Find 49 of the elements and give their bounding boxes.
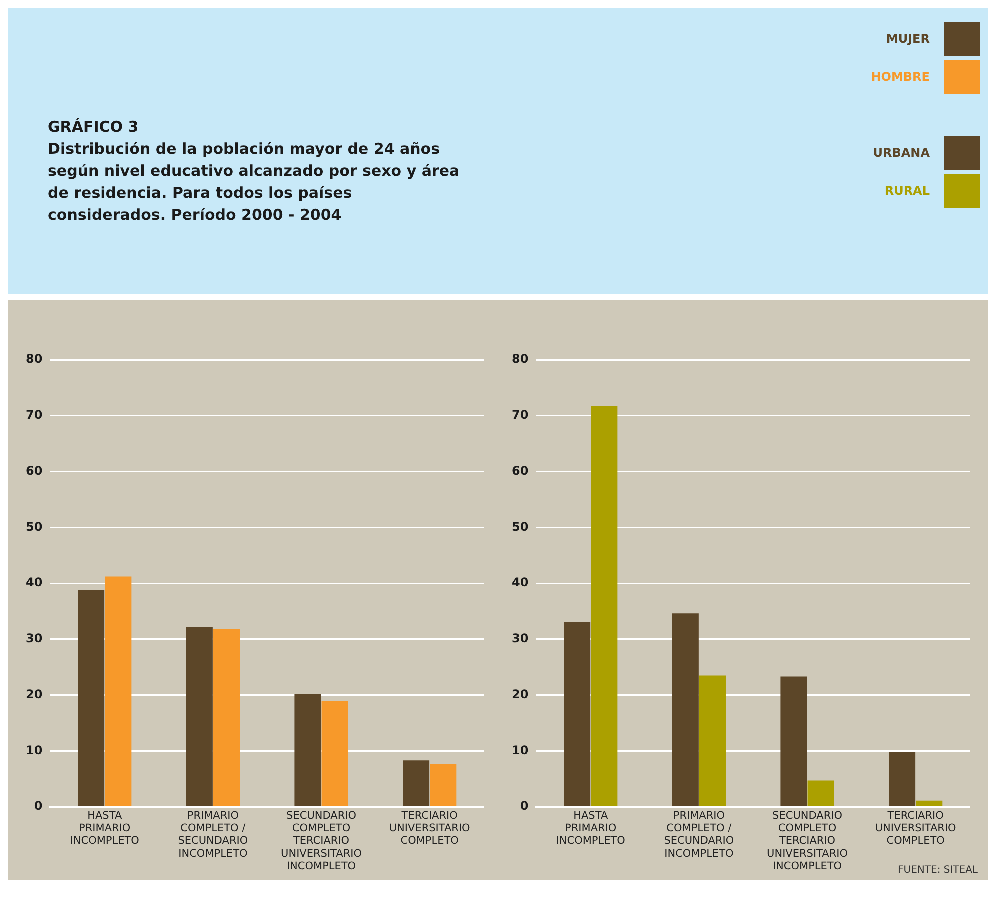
bar: [322, 701, 348, 806]
y-tick-label: 40: [26, 576, 43, 590]
y-tick-label: 80: [26, 352, 43, 366]
y-tick-label: 10: [26, 743, 43, 758]
x-tick-label: HASTA PRIMARIO INCOMPLETO: [556, 810, 626, 848]
y-tick-label: 30: [26, 632, 43, 646]
bar: [591, 406, 618, 806]
x-tick-label: TERCIARIO UNIVERSITARIO COMPLETO: [875, 810, 956, 848]
bar: [699, 676, 726, 806]
x-tick-label: HASTA PRIMARIO INCOMPLETO: [70, 810, 140, 848]
bar: [213, 629, 240, 806]
y-tick-label: 70: [512, 408, 529, 422]
bar: [780, 676, 808, 806]
y-tick-label: 20: [26, 687, 43, 702]
y-tick-label: 0: [520, 799, 529, 814]
bar: [105, 576, 132, 806]
text: HOMBRE: [871, 70, 930, 84]
bar: [186, 627, 213, 806]
y-tick-label: 10: [512, 743, 529, 758]
y-tick-label: 50: [26, 520, 43, 534]
x-tick-label: PRIMARIO COMPLETO / SECUNDARIO INCOMPLETO: [664, 810, 734, 860]
bar: [430, 764, 457, 806]
y-tick-label: 20: [512, 687, 529, 702]
text: URBANA: [873, 146, 930, 160]
chart-subtitle: Distribución de la población mayor de 24 años según nivel educativo alcanzado por sexo y área de residencia. Para todos los países considerados. Período 2000 - 2004: [48, 139, 461, 226]
chart-title: GRÁFICO 3: [48, 117, 140, 138]
y-tick-label: 60: [512, 464, 529, 478]
y-tick-label: 40: [512, 576, 529, 590]
bar: [808, 780, 834, 806]
bar: [916, 800, 943, 806]
y-tick-label: 80: [512, 352, 529, 366]
text: MUJER: [886, 32, 930, 46]
x-tick-label: TERCIARIO UNIVERSITARIO COMPLETO: [389, 810, 470, 848]
y-tick-label: 60: [26, 464, 43, 478]
x-tick-label: PRIMARIO COMPLETO / SECUNDARIO INCOMPLETO: [178, 810, 248, 860]
y-tick-label: 30: [512, 632, 529, 646]
text: RURAL: [884, 184, 930, 198]
source-note: FUENTE: SITEAL: [898, 865, 978, 876]
bar: [294, 694, 322, 806]
y-tick-label: 70: [26, 408, 43, 422]
x-tick-label: SECUNDARIO COMPLETO TERCIARIO UNIVERSITARIO INCOMPLETO: [767, 810, 848, 872]
y-tick-label: 0: [34, 799, 43, 814]
bar: [889, 752, 916, 806]
bar: [672, 614, 699, 806]
bar: [564, 622, 591, 806]
bar: [78, 590, 105, 806]
y-tick-label: 50: [512, 520, 529, 534]
x-tick-label: SECUNDARIO COMPLETO TERCIARIO UNIVERSITARIO INCOMPLETO: [281, 810, 362, 872]
bar: [403, 760, 430, 806]
